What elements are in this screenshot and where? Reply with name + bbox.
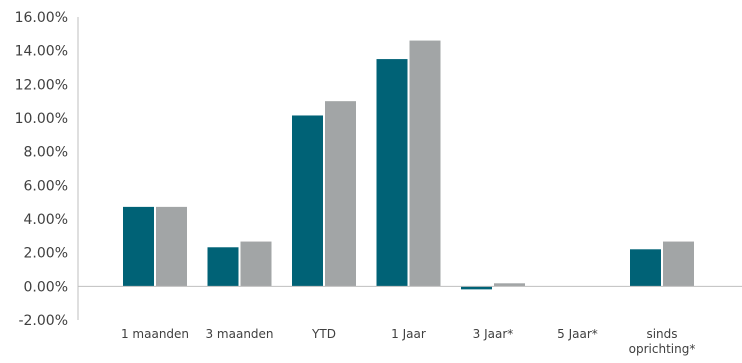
bar <box>409 40 441 287</box>
x-tick-label-line: oprichting* <box>629 342 696 356</box>
bar <box>156 206 187 287</box>
y-tick-label: -2.00% <box>18 313 68 329</box>
bar <box>461 286 492 290</box>
y-tick-label: 16.00% <box>15 10 68 26</box>
bar <box>207 247 239 287</box>
x-tick-label: 3 Jaar* <box>473 327 514 341</box>
y-tick-label: 12.00% <box>15 77 68 93</box>
x-tick-label: 1 Jaar <box>391 327 426 341</box>
bar <box>240 241 272 287</box>
x-tick-label-line: 5 Jaar* <box>557 327 598 341</box>
x-tick-label-line: 1 maanden <box>121 327 189 341</box>
x-tick-label: sinds oprichting* <box>629 327 696 356</box>
x-axis: 1 maanden 3 maanden YTD 1 Jaar 3 Jaar* 5 Jaar… <box>78 285 742 356</box>
x-tick-label: 1 maanden <box>121 327 189 341</box>
bars <box>123 40 694 290</box>
bar <box>292 115 323 287</box>
y-axis: 16.00% 14.00% 12.00% 10.00% 8.00% 6.00% 4.00% 2… <box>15 10 79 329</box>
x-tick-label-line: 3 Jaar* <box>473 327 514 341</box>
bar <box>494 283 525 287</box>
y-tick-label: 2.00% <box>24 246 68 262</box>
x-tick-label-line: YTD <box>311 327 336 341</box>
x-tick-label: 3 maanden <box>205 327 273 341</box>
bar <box>376 59 408 287</box>
x-tick-label: YTD <box>311 327 336 341</box>
x-tick-label-line: 1 Jaar <box>391 327 426 341</box>
x-tick-label-line: 3 maanden <box>205 327 273 341</box>
y-tick-label: 0.00% <box>24 279 68 295</box>
bar <box>630 249 661 287</box>
x-tick-label: 5 Jaar* <box>557 327 598 341</box>
bar <box>663 241 694 287</box>
bar <box>325 101 356 287</box>
y-tick-label: 4.00% <box>24 212 68 228</box>
y-tick-label: 6.00% <box>24 178 68 194</box>
x-tick-label-line: sinds <box>646 327 677 341</box>
bar <box>123 206 154 287</box>
y-tick-label: 8.00% <box>24 145 68 161</box>
y-tick-label: 10.00% <box>15 111 68 127</box>
y-tick-label: 14.00% <box>15 44 68 60</box>
